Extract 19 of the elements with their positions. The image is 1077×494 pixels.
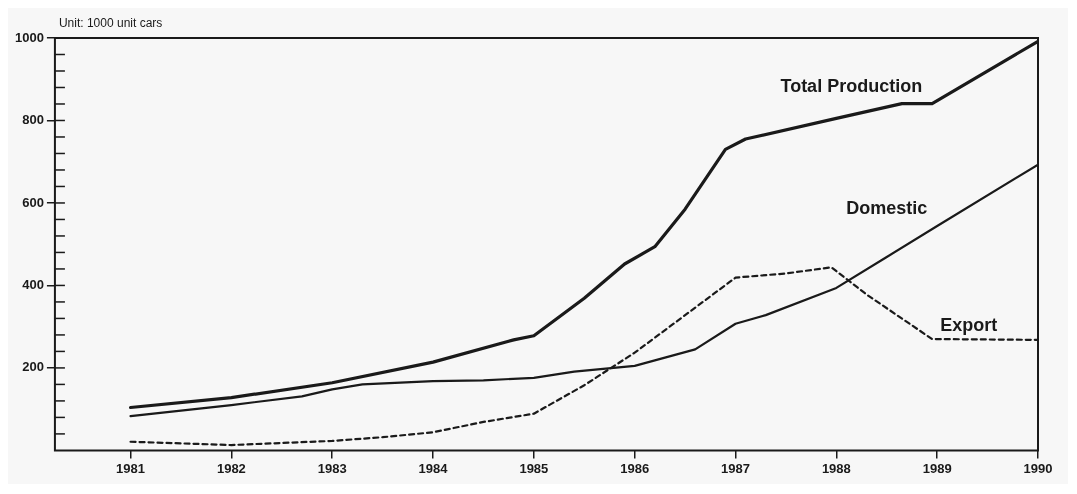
series-label: Total Production xyxy=(780,75,923,96)
y-tick-label: 800 xyxy=(22,112,44,128)
y-axis-title: Unit: 1000 unit cars xyxy=(58,16,163,31)
x-tick-label: 1988 xyxy=(821,460,851,476)
x-tick-label: 1984 xyxy=(418,460,449,476)
x-tick-label: 1987 xyxy=(721,460,750,476)
x-tick-label: 1989 xyxy=(922,460,952,476)
x-tick-label: 1982 xyxy=(216,460,246,476)
series-label: Domestic xyxy=(846,198,928,219)
x-tick-label: 1985 xyxy=(519,460,549,476)
y-tick-label: 200 xyxy=(22,359,44,375)
y-tick-label: 600 xyxy=(22,194,44,210)
x-tick-label: 1981 xyxy=(116,460,145,476)
x-tick-label: 1986 xyxy=(620,460,650,476)
y-tick-label: 1000 xyxy=(15,29,44,45)
series-label: Export xyxy=(940,315,998,336)
x-tick-label: 1990 xyxy=(1023,460,1053,476)
x-tick-label: 1983 xyxy=(317,460,347,476)
y-tick-label: 400 xyxy=(22,277,44,293)
